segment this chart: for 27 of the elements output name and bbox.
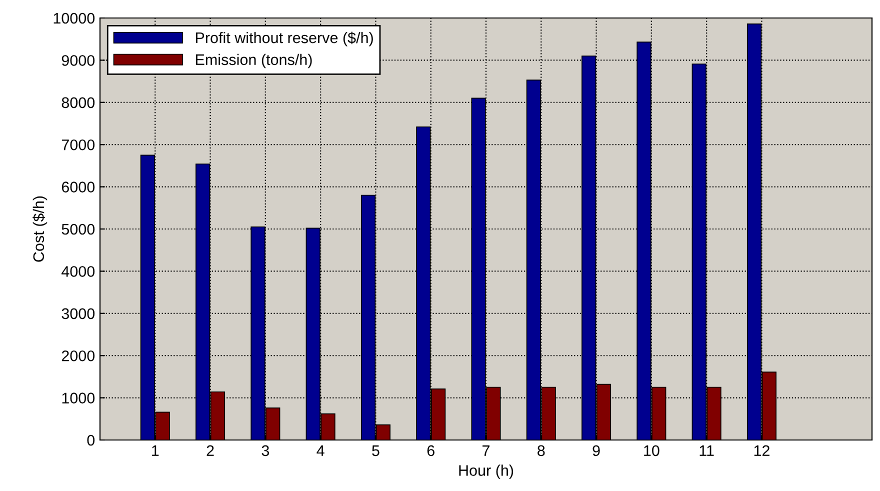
y-tick-label: 4000 (62, 266, 95, 277)
x-tick-label: 6 (427, 445, 434, 456)
x-tick-label: 3 (262, 445, 270, 456)
x-tick-label: 10 (644, 445, 660, 456)
x-tick-label: 11 (700, 445, 714, 456)
y-tick-label: 7000 (62, 139, 95, 150)
x-axis-title: Hour (h) (459, 464, 514, 479)
x-tick-label: 12 (754, 445, 770, 456)
y-tick-label: 8000 (62, 97, 95, 108)
y-tick-label: 6000 (62, 182, 95, 192)
y-tick-label: 9000 (62, 55, 95, 66)
x-tick-label: 4 (316, 445, 324, 456)
y-tick-label: 0 (87, 434, 95, 446)
y-tick-label: 2000 (62, 350, 95, 362)
y-tick-label: 1000 (62, 392, 95, 404)
x-tick-label: 9 (592, 445, 600, 456)
x-tick-label: 7 (482, 445, 490, 456)
y-tick-label: 3000 (62, 308, 95, 320)
y-tick-label: 10000 (54, 12, 95, 24)
x-tick-label: 5 (372, 445, 380, 456)
legend-label: Emission (tons/h) (196, 54, 312, 68)
x-tick-label: 2 (206, 445, 214, 456)
x-tick-label: 8 (538, 445, 545, 456)
y-axis-title: Cost ($/h) (32, 196, 48, 262)
y-tick-label: 5000 (62, 224, 95, 235)
legend-label: Profit without reserve ($/h) (196, 32, 373, 46)
x-tick-label: 1 (152, 445, 159, 456)
